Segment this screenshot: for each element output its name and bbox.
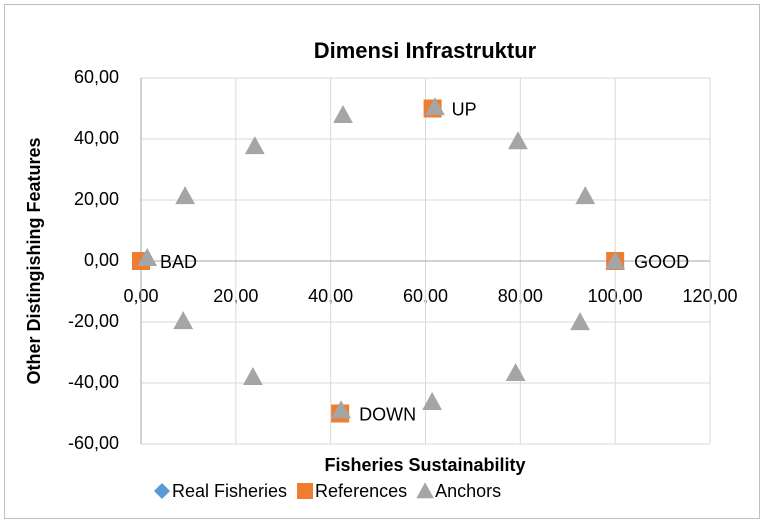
point-label: DOWN	[359, 404, 416, 424]
marker	[505, 363, 526, 382]
y-tick-label: 60,00	[74, 67, 119, 87]
marker	[575, 186, 596, 205]
marker	[425, 97, 445, 116]
y-tick-label: 0,00	[84, 250, 119, 270]
marker	[244, 136, 265, 155]
legend-label: Anchors	[435, 481, 501, 501]
point-label: UP	[452, 99, 477, 119]
marker	[605, 251, 626, 270]
marker	[331, 400, 351, 419]
y-tick-label: 40,00	[74, 128, 119, 148]
marker	[570, 312, 590, 331]
marker	[508, 131, 528, 150]
point-label: GOOD	[634, 252, 689, 272]
marker	[243, 367, 263, 385]
marker	[175, 186, 195, 205]
y-axis-label: Other Distingishing Features	[24, 137, 44, 384]
marker	[297, 483, 314, 499]
y-tick-label: -20,00	[68, 311, 119, 331]
legend-label: References	[315, 481, 407, 501]
point-label: BAD	[160, 252, 197, 272]
legend-label: Real Fisheries	[172, 481, 287, 501]
y-tick-label: -40,00	[68, 372, 119, 392]
marker	[173, 311, 194, 330]
y-tick-label: 20,00	[74, 189, 119, 209]
chart-title: Dimensi Infrastruktur	[314, 38, 537, 63]
y-tick-label: -60,00	[68, 433, 119, 453]
marker	[333, 105, 353, 124]
marker	[422, 392, 443, 411]
marker	[137, 248, 158, 267]
marker	[416, 482, 434, 499]
marker	[154, 483, 170, 499]
x-axis-label: Fisheries Sustainability	[324, 455, 525, 475]
